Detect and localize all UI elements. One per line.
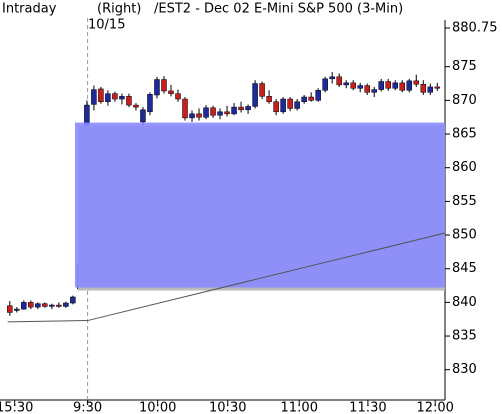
header-title: /EST2 - Dec 02 E-Mini S&P 500 (3-Min) [154, 2, 403, 17]
x-tick-label: 10:30 [209, 401, 246, 414]
candle-body [413, 80, 420, 85]
candle-body [133, 104, 139, 108]
candle-body [238, 106, 244, 111]
x-tick-label: 12:00 [416, 401, 453, 414]
candle-body [63, 302, 69, 307]
candle-body [371, 89, 377, 93]
candle-body [7, 305, 13, 313]
y-tick-label: 860 [452, 160, 477, 175]
candle-body [98, 88, 104, 102]
candle-body [91, 89, 97, 105]
candle-body [42, 303, 48, 307]
candle-body [217, 111, 223, 116]
candle-body [287, 98, 293, 109]
candle-body [56, 304, 62, 307]
y-tick-label: 875 [452, 59, 477, 74]
y-tick-label: 870 [452, 93, 477, 108]
candle-body [105, 93, 111, 102]
candle-body [168, 90, 174, 94]
x-tick-label: 15:30 [0, 401, 33, 414]
candle-body [49, 304, 55, 307]
candle-body [21, 302, 27, 310]
candle-body [399, 82, 406, 91]
average-line [7, 232, 446, 323]
candle-body [427, 86, 434, 93]
candle-body [147, 94, 153, 113]
candle-body [70, 296, 76, 304]
y-tick-label: 835 [452, 329, 477, 344]
header-left: Intraday [2, 2, 57, 17]
x-tick-label: 11:30 [349, 401, 386, 414]
candle-body [35, 303, 41, 308]
candle-body [175, 93, 181, 100]
candle-body [301, 96, 307, 102]
y-tick-label: 830 [452, 362, 477, 377]
candle-body [420, 83, 427, 93]
candle-body [203, 107, 209, 118]
candle-body [245, 106, 251, 111]
y-tick-label: 850 [452, 228, 477, 243]
gap-zone [74, 122, 445, 288]
candle-body [182, 98, 188, 119]
candle-body [357, 85, 363, 89]
candle-body [189, 113, 195, 119]
candle-body [196, 113, 202, 118]
candle-body [161, 79, 167, 92]
candle-body [378, 81, 384, 90]
candle-body [350, 82, 356, 89]
candle-body [392, 82, 398, 89]
x-tick-label: 9:30 [73, 401, 102, 414]
candle-body [329, 76, 335, 80]
candle-body [224, 111, 230, 115]
y-tick-label: 845 [452, 261, 477, 276]
candle-body [406, 80, 413, 91]
header-date: 10/15 [88, 18, 125, 33]
x-tick-label: 10:00 [139, 401, 176, 414]
candle-body [322, 78, 328, 91]
candle-body [119, 96, 125, 100]
candle-body [343, 82, 349, 86]
candle-body [259, 83, 265, 97]
candle-body [308, 96, 314, 101]
candle-body [154, 79, 160, 96]
header-mode: (Right) [97, 2, 141, 17]
candle-body [210, 107, 216, 116]
candle-body [364, 85, 370, 93]
candle-body [14, 308, 20, 311]
y-tick-label: 865 [452, 127, 477, 142]
candle-body [280, 98, 286, 113]
candle-body [28, 302, 34, 308]
candle-body [126, 96, 132, 106]
y-tick-label: 880.75 [452, 21, 498, 36]
candle-body [434, 86, 441, 89]
candle-body [273, 101, 279, 113]
candle-body [252, 83, 258, 107]
candle-body [315, 90, 321, 101]
candle-body [294, 101, 300, 109]
candle-body [112, 93, 118, 100]
candle-body [140, 109, 146, 123]
x-tick-label: 11:00 [281, 401, 318, 414]
y-tick-label: 855 [452, 194, 477, 209]
candle-body [385, 81, 391, 89]
candle-body [336, 76, 342, 86]
candle-body [266, 96, 272, 102]
y-tick-label: 840 [452, 295, 477, 310]
candle-body [231, 106, 237, 115]
